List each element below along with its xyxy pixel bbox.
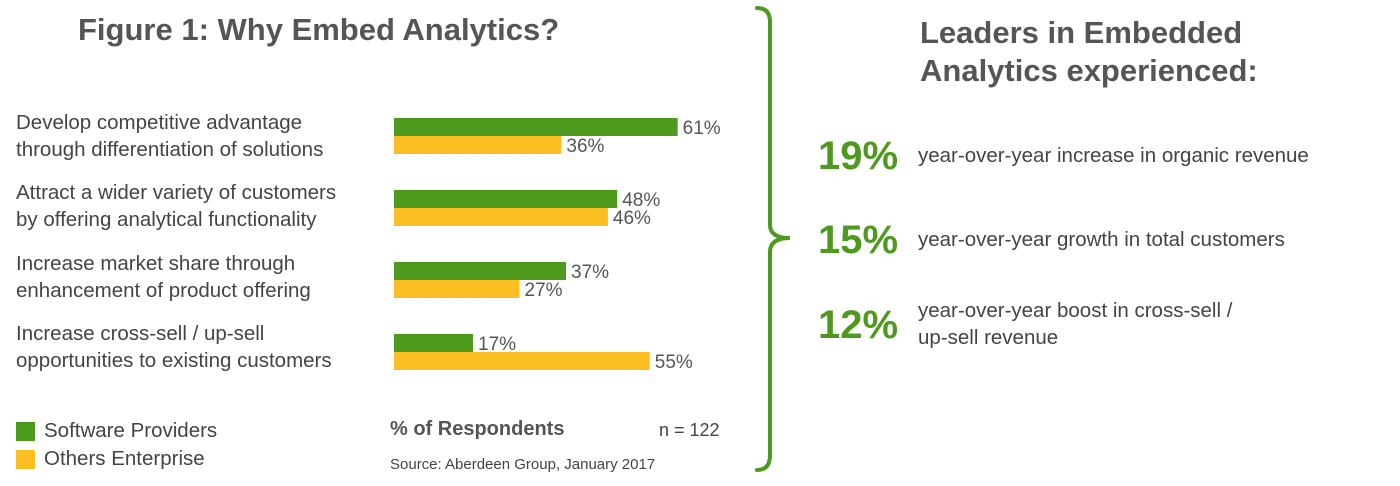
stat-value: 15%: [818, 218, 899, 262]
legend-swatch: [16, 449, 35, 469]
stat-description: year-over-year growth in total customers: [918, 226, 1285, 253]
bar-value-label: 37%: [571, 262, 609, 283]
stat-description-line: year-over-year boost in cross-sell /: [918, 299, 1233, 322]
bar-value-label: 48%: [622, 190, 660, 211]
source-note: Source: Aberdeen Group, January 2017: [390, 456, 656, 473]
stat-description: year-over-year boost in cross-sell / up-…: [918, 297, 1232, 351]
legend-swatch: [16, 421, 35, 441]
brace-path: [755, 6, 791, 472]
category-label-line: Increase market share through: [16, 252, 296, 275]
legend-item-software-providers: Software Providers: [16, 418, 217, 444]
bar-software-providers: [394, 190, 618, 208]
category-label: Increase cross-sell / up-sell opportunit…: [16, 320, 386, 374]
bar-value-label: 46%: [613, 208, 651, 229]
bar-value-label: 61%: [683, 118, 721, 139]
bar-value-label: 36%: [566, 136, 604, 157]
bar-value-label: 55%: [655, 352, 693, 373]
bar-others-enterprise: [394, 208, 608, 226]
bar-software-providers: [394, 334, 474, 352]
stat-value: 19%: [818, 134, 899, 178]
category-label-line: Attract a wider variety of customers: [16, 181, 337, 204]
category-label: Increase market share through enhancemen…: [16, 250, 386, 304]
right-title-line: Analytics experienced:: [920, 53, 1258, 88]
category-label-line: Develop competitive advantage: [16, 111, 303, 134]
stat-description-line: year-over-year growth in total customers: [918, 228, 1285, 251]
category-label-line: Increase cross-sell / up-sell: [16, 322, 265, 345]
bar-others-enterprise: [394, 280, 520, 298]
category-label-line: opportunities to existing customers: [16, 349, 332, 372]
bar-value-label: 17%: [478, 334, 516, 355]
bar-software-providers: [394, 118, 678, 136]
category-label-line: by offering analytical functionality: [16, 208, 317, 231]
category-label: Attract a wider variety of customers by …: [16, 179, 386, 233]
category-label-line: through differentiation of solutions: [16, 138, 324, 161]
right-title-line: Leaders in Embedded: [920, 15, 1243, 50]
legend-label: Others Enterprise: [44, 447, 205, 470]
stat-description-line: up-sell revenue: [918, 326, 1059, 349]
legend-label: Software Providers: [44, 419, 218, 442]
bar-chart: 61% 48% 37% 17% 36% 46% 27% 55%: [394, 118, 721, 373]
category-label: Develop competitive advantage through di…: [16, 109, 386, 163]
bar-value-label: 27%: [525, 280, 563, 301]
stat-value: 12%: [818, 303, 899, 347]
category-label-line: enhancement of product offering: [16, 279, 311, 302]
right-panel-title: Leaders in Embedded Analytics experience…: [920, 14, 1258, 90]
bar-software-providers: [394, 262, 567, 280]
bar-others-enterprise: [394, 352, 650, 370]
x-axis-label: % of Respondents: [390, 418, 565, 440]
curly-brace-divider: [755, 6, 791, 472]
chart-title: Figure 1: Why Embed Analytics?: [78, 12, 560, 47]
bar-others-enterprise: [394, 136, 562, 154]
legend-item-others-enterprise: Others Enterprise: [16, 446, 205, 472]
stat-description: year-over-year increase in organic reven…: [918, 142, 1309, 169]
stat-description-line: year-over-year increase in organic reven…: [918, 144, 1309, 167]
sample-size-note: n = 122: [659, 420, 720, 440]
